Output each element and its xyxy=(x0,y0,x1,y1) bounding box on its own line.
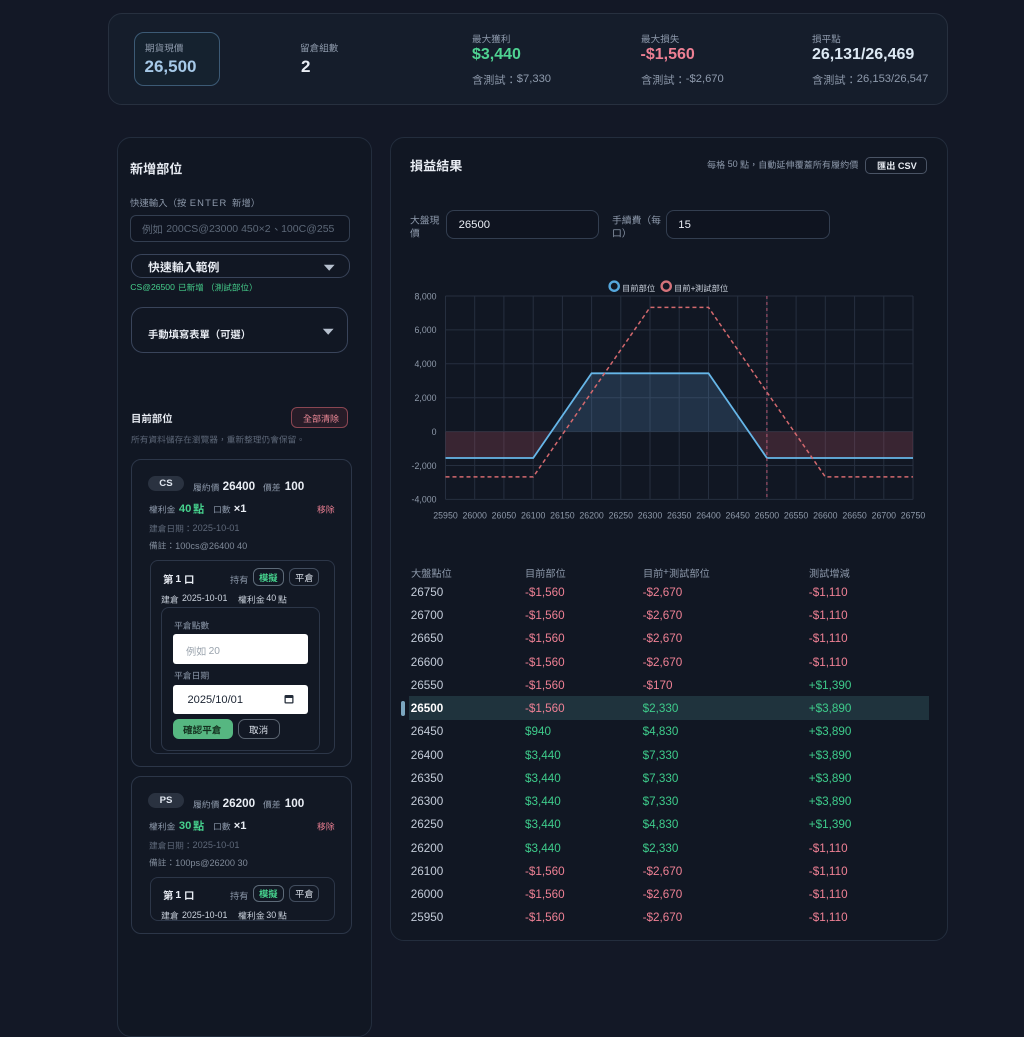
svg-text:26300: 26300 xyxy=(638,511,663,521)
svg-text:26000: 26000 xyxy=(462,511,487,521)
svg-text:26700: 26700 xyxy=(872,511,897,521)
svg-text:26500: 26500 xyxy=(755,511,780,521)
svg-text:26600: 26600 xyxy=(813,511,838,521)
svg-text:26400: 26400 xyxy=(696,511,721,521)
svg-text:26550: 26550 xyxy=(784,511,809,521)
svg-text:26250: 26250 xyxy=(609,511,634,521)
svg-text:2,000: 2,000 xyxy=(414,393,436,403)
svg-text:26650: 26650 xyxy=(842,511,867,521)
svg-text:26200: 26200 xyxy=(579,511,604,521)
svg-text:4,000: 4,000 xyxy=(414,359,436,369)
svg-text:26100: 26100 xyxy=(521,511,546,521)
svg-text:-4,000: -4,000 xyxy=(412,495,437,505)
svg-text:8,000: 8,000 xyxy=(414,291,436,301)
svg-text:0: 0 xyxy=(432,427,437,437)
svg-text:-2,000: -2,000 xyxy=(412,461,437,471)
svg-text:26350: 26350 xyxy=(667,511,692,521)
svg-text:26050: 26050 xyxy=(492,511,517,521)
svg-text:26450: 26450 xyxy=(725,511,750,521)
svg-text:25950: 25950 xyxy=(433,511,458,521)
svg-text:6,000: 6,000 xyxy=(414,325,436,335)
svg-text:26750: 26750 xyxy=(901,511,926,521)
svg-text:26150: 26150 xyxy=(550,511,575,521)
